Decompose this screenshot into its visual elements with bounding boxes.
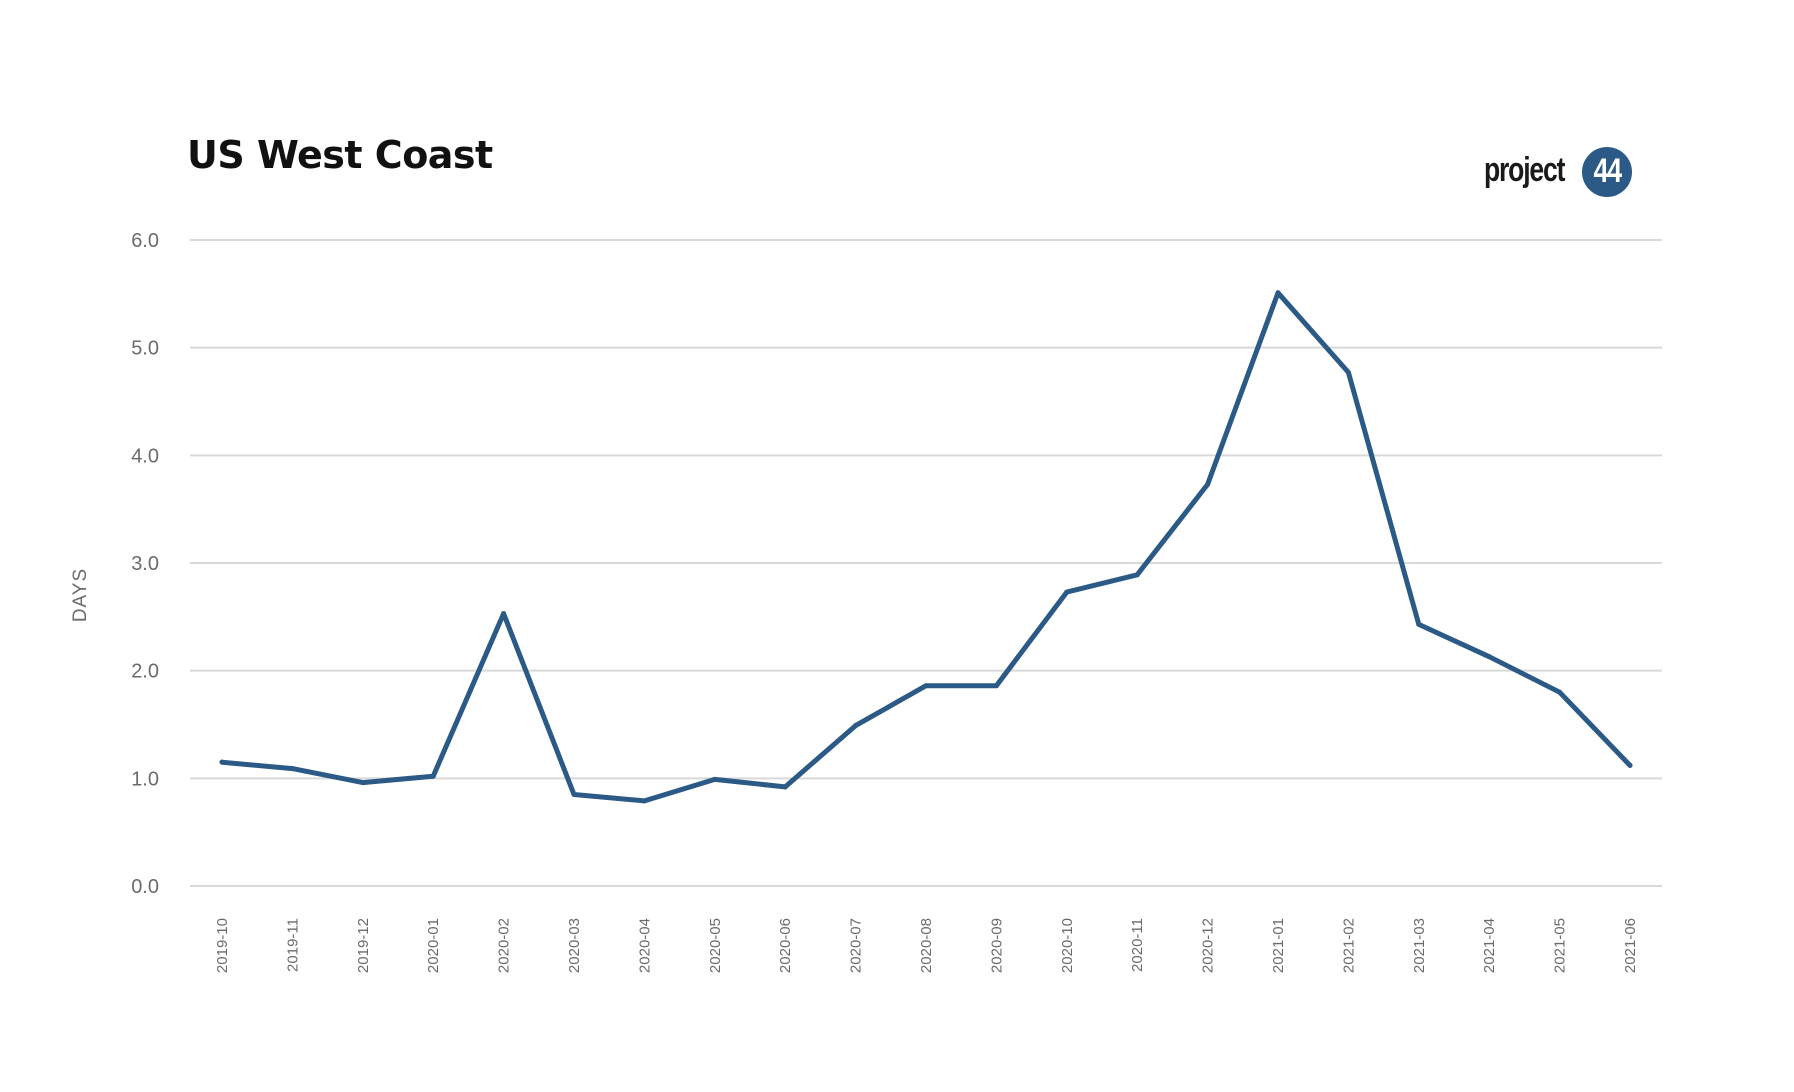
- x-tick-label: 2020-08: [918, 918, 935, 973]
- y-tick-label: 5.0: [131, 338, 159, 360]
- x-tick-label: 2020-06: [777, 918, 794, 973]
- data-point: [430, 773, 436, 779]
- x-tick-label: 2020-07: [848, 918, 865, 973]
- data-point: [219, 759, 225, 765]
- x-tick-label: 2020-03: [566, 918, 583, 973]
- series-line: [219, 290, 1633, 804]
- x-tick-label: 2020-09: [988, 918, 1005, 973]
- data-point: [1205, 481, 1211, 487]
- x-tick-label: 2020-05: [707, 918, 724, 973]
- data-point: [1134, 572, 1140, 578]
- x-axis-ticks: 2019-10 2019-11 2019-12 2020-01 2020-02 2020-…: [214, 918, 1639, 973]
- logo-badge-text: 44: [1593, 152, 1622, 190]
- data-point: [1557, 689, 1563, 695]
- grid-lines: [190, 239, 1662, 887]
- data-point: [571, 791, 577, 797]
- data-point: [1275, 290, 1281, 296]
- x-tick-label: 2019-11: [284, 918, 301, 972]
- series-group: [219, 290, 1633, 804]
- x-tick-label: 2020-10: [1059, 918, 1076, 973]
- x-tick-label: 2021-06: [1622, 918, 1639, 973]
- data-point: [641, 798, 647, 804]
- y-axis-label: DAYS: [70, 568, 91, 622]
- x-tick-label: 2020-01: [425, 918, 442, 973]
- data-point: [1345, 369, 1351, 375]
- data-point: [1486, 654, 1492, 660]
- data-point: [289, 766, 295, 772]
- x-tick-label: 2021-02: [1340, 918, 1357, 973]
- y-tick-label: 2.0: [131, 661, 159, 683]
- x-tick-label: 2021-03: [1411, 918, 1428, 973]
- data-point: [501, 611, 507, 617]
- y-tick-label: 4.0: [131, 445, 159, 467]
- data-point: [360, 780, 366, 786]
- x-tick-label: 2019-10: [214, 918, 231, 973]
- x-tick-label: 2019-12: [355, 918, 372, 973]
- data-point: [993, 683, 999, 689]
- data-point: [712, 776, 718, 782]
- data-point: [1416, 621, 1422, 627]
- x-tick-label: 2020-02: [496, 918, 513, 973]
- data-point: [782, 784, 788, 790]
- x-tick-label: 2020-12: [1200, 918, 1217, 973]
- y-tick-label: 1.0: [131, 768, 159, 790]
- x-tick-label: 2021-05: [1552, 918, 1569, 973]
- x-tick-label: 2020-04: [636, 918, 653, 973]
- data-point: [1627, 762, 1633, 768]
- chart-title: US West Coast: [187, 133, 493, 177]
- logo-badge-icon: 44: [1582, 147, 1632, 197]
- y-tick-label: 3.0: [131, 553, 159, 575]
- data-point: [1064, 589, 1070, 595]
- project44-logo: project 44: [1484, 147, 1634, 199]
- logo-wordmark: project: [1484, 151, 1565, 189]
- x-tick-label: 2021-01: [1270, 918, 1287, 973]
- x-tick-label: 2021-04: [1481, 918, 1498, 973]
- y-axis-ticks: 0.0 1.0 2.0 3.0 4.0 5.0 6.0: [131, 230, 159, 898]
- x-tick-label: 2020-11: [1129, 918, 1146, 972]
- y-tick-label: 6.0: [131, 230, 159, 252]
- data-point: [853, 723, 859, 729]
- y-tick-label: 0.0: [131, 876, 159, 898]
- data-point: [923, 683, 929, 689]
